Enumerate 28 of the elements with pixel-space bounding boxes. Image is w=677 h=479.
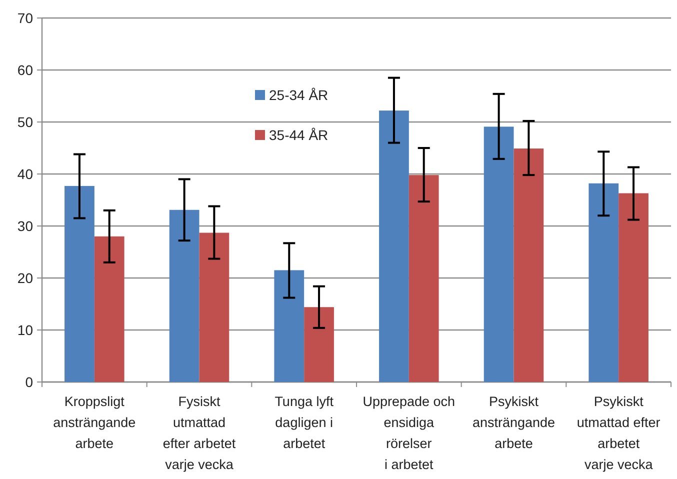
y-tick-label: 50 xyxy=(17,114,34,130)
bar xyxy=(274,270,304,382)
y-tick-label: 20 xyxy=(17,270,34,286)
x-tick-label: Kroppsligt ansträngande arbete xyxy=(53,394,136,451)
bar xyxy=(379,110,409,382)
bar xyxy=(618,193,648,382)
legend-label: 35-44 ÅR xyxy=(269,127,328,143)
x-tick-label: Psykiskt ansträngande arbete xyxy=(472,394,556,451)
y-tick-label: 40 xyxy=(17,166,34,182)
y-tick-label: 30 xyxy=(17,218,34,234)
bar xyxy=(588,183,619,382)
bar xyxy=(484,126,514,382)
bar xyxy=(408,175,439,382)
y-tick-label: 10 xyxy=(17,322,34,338)
bar xyxy=(64,186,94,382)
x-tick-label: Upprepade och ensidiga rörelser i arbetet xyxy=(362,394,456,472)
x-tick-label: Fysiskt utmattad efter arbetet varje vecka xyxy=(162,394,236,472)
bar xyxy=(169,210,200,382)
y-tick-label: 70 xyxy=(17,10,34,26)
x-tick-label: Psykiskt utmattad efter arbetet varje vecka xyxy=(576,394,661,472)
bar xyxy=(199,232,230,382)
legend-label: 25-34 ÅR xyxy=(269,87,328,103)
x-tick-label: Tunga lyft dagligen i arbetet xyxy=(274,394,334,451)
bar xyxy=(94,236,124,382)
y-tick-label: 0 xyxy=(25,374,34,390)
y-tick-label: 60 xyxy=(17,62,34,78)
bar xyxy=(304,307,334,382)
bar xyxy=(514,148,544,382)
